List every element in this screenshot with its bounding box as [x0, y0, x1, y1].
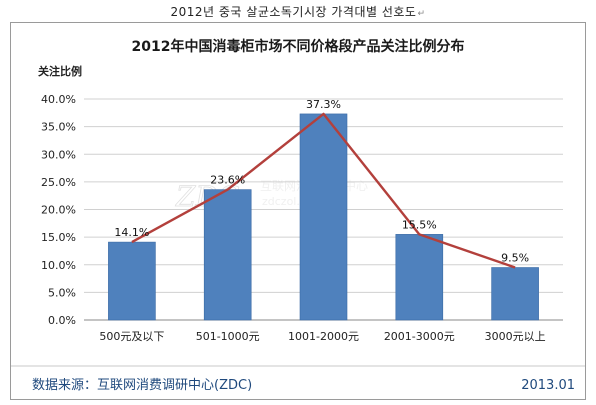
chart-title: 2012年中国消毒柜市场不同价格段产品关注比例分布 — [132, 38, 465, 55]
paragraph-mark: ↵ — [417, 9, 426, 19]
bar — [299, 113, 348, 321]
bar — [491, 267, 539, 321]
bar — [108, 241, 156, 321]
x-tick-label: 2001-3000元 — [384, 330, 455, 343]
x-tick-label: 500元及以下 — [99, 330, 164, 343]
x-tick-label: 501-1000元 — [196, 330, 260, 343]
y-axis-label: 关注比例 — [38, 64, 82, 78]
data-label: 9.5% — [501, 252, 529, 265]
y-tick-label: 5.0% — [48, 286, 76, 299]
caption-text: 2012년 중국 살균소독기시장 가격대별 선호도 — [170, 5, 417, 19]
data-label: 37.3% — [306, 98, 341, 111]
y-tick-label: 10.0% — [41, 259, 76, 272]
y-tick-label: 40.0% — [41, 93, 76, 106]
data-label: 14.1% — [114, 226, 149, 239]
bar — [395, 234, 444, 321]
series-line — [131, 112, 516, 269]
data-label: 23.6% — [210, 174, 245, 187]
data-label: 15.5% — [402, 218, 437, 231]
y-tick-label: 30.0% — [41, 148, 76, 161]
x-tick-label: 3000元以上 — [485, 330, 546, 343]
footer-date: 2013.01 — [521, 378, 575, 393]
y-tick-label: 35.0% — [41, 121, 76, 134]
y-tick-label: 0.0% — [48, 314, 76, 327]
footer-source: 数据来源：互联网消费调研中心(ZDC) — [32, 378, 252, 393]
figure-caption: 2012년 중국 살균소독기시장 가격대별 선호도↵ — [0, 3, 596, 20]
chart-frame — [10, 22, 586, 400]
x-tick-label: 1001-2000元 — [288, 330, 359, 343]
y-tick-label: 20.0% — [41, 204, 76, 217]
y-tick-label: 15.0% — [41, 231, 76, 244]
y-tick-label: 25.0% — [41, 176, 76, 189]
bar — [203, 189, 252, 321]
